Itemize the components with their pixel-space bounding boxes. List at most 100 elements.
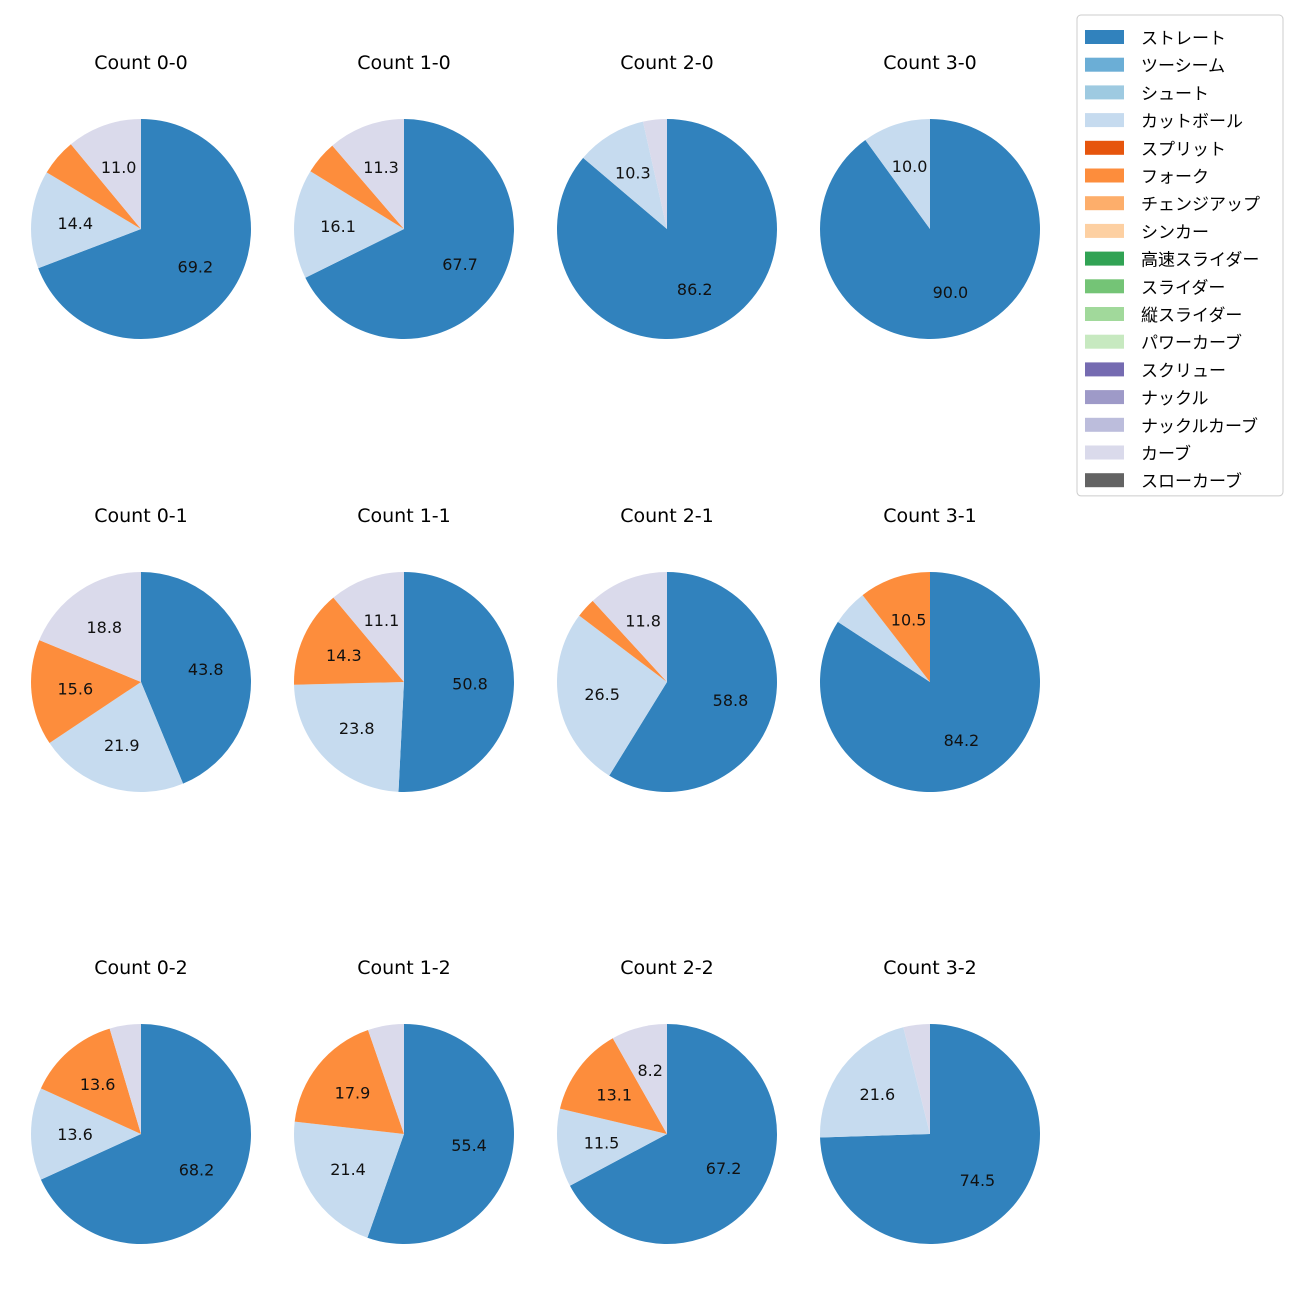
- legend-label: 高速スライダー: [1141, 251, 1259, 271]
- pie-title: Count 1-0: [357, 52, 451, 74]
- legend-swatch: [1085, 196, 1124, 211]
- pie-slice: [40, 1024, 252, 1244]
- slice-label: 86.2: [677, 280, 713, 299]
- slice-label: 21.6: [860, 1085, 896, 1104]
- pie-slice: [612, 1024, 667, 1134]
- pie-slice: [592, 572, 667, 682]
- pie-slice: [30, 640, 141, 744]
- pie-title: Count 3-0: [883, 52, 977, 74]
- slice-label: 21.9: [104, 736, 140, 755]
- slice-label: 13.6: [57, 1125, 93, 1144]
- legend-swatch: [1085, 30, 1124, 44]
- pie-slice: [609, 572, 777, 792]
- legend-swatch: [1085, 85, 1124, 100]
- legend-label: スローカーブ: [1141, 471, 1242, 492]
- legend-label: シンカー: [1141, 223, 1209, 243]
- legend-swatch: [1085, 362, 1124, 377]
- pie-slice: [865, 119, 930, 229]
- pie-slice: [643, 119, 667, 229]
- legend-box: [1076, 14, 1284, 497]
- legend-swatch: [1085, 140, 1124, 155]
- pie-count-2-0: Count 2-0 86.2 10.3: [557, 52, 777, 339]
- pie-count-3-2: Count 3-2 74.5 21.6: [820, 957, 1040, 1244]
- pie-slice: [820, 572, 1040, 792]
- pie-slice: [398, 571, 515, 793]
- legend-swatch: [1085, 390, 1124, 405]
- pie-slice: [39, 572, 141, 682]
- pie-title: Count 0-0: [94, 52, 188, 74]
- slice-label: 90.0: [933, 283, 969, 302]
- legend-label: カーブ: [1141, 444, 1191, 465]
- pie-slice: [49, 682, 184, 792]
- legend-label: ストレート: [1141, 29, 1226, 49]
- slice-label: 18.8: [86, 618, 122, 637]
- pie-title: Count 1-1: [357, 505, 451, 527]
- legend-swatch: [1085, 279, 1124, 294]
- slice-label: 11.1: [364, 611, 400, 630]
- legend-label: ツーシーム: [1141, 57, 1225, 77]
- legend-swatch: [1085, 334, 1124, 349]
- pie-slice: [31, 1088, 142, 1180]
- slice-label: 74.5: [960, 1171, 996, 1190]
- legend-label: カットボール: [1141, 112, 1243, 132]
- slice-label: 55.4: [451, 1136, 487, 1155]
- legend-label: 縦スライダー: [1141, 306, 1242, 326]
- slice-label: 10.0: [892, 157, 928, 176]
- slice-label: 13.6: [80, 1075, 116, 1094]
- pie-slice: [579, 600, 667, 682]
- legend-swatch: [1085, 223, 1124, 238]
- slice-label: 58.8: [713, 691, 749, 710]
- pie-slice: [583, 121, 667, 229]
- slice-label: 26.5: [584, 685, 620, 704]
- slice-label: 21.4: [330, 1160, 366, 1179]
- slice-label: 43.8: [188, 660, 224, 679]
- slice-label: 14.4: [57, 214, 93, 233]
- slice-label: 67.2: [706, 1159, 742, 1178]
- pie-slice: [293, 597, 404, 685]
- pie-count-1-2: Count 1-2 55.4 21.4 17.9: [294, 957, 514, 1244]
- slice-label: 15.6: [58, 680, 94, 699]
- pie-slice: [294, 1030, 404, 1134]
- legend-label: スライダー: [1141, 278, 1225, 298]
- pie-title: Count 2-1: [620, 505, 714, 527]
- pie-count-3-0: Count 3-0 90.0 10.0: [819, 52, 1040, 339]
- slice-label: 67.7: [442, 255, 478, 274]
- slice-label: 23.8: [339, 719, 375, 738]
- legend-swatch: [1085, 417, 1124, 432]
- pie-slice: [368, 1024, 404, 1134]
- pie-slice: [46, 144, 141, 229]
- legend-label: ナックルカーブ: [1141, 416, 1258, 437]
- pie-slice: [820, 1024, 1040, 1244]
- pie-count-1-1: Count 1-1 50.8 23.8 14.311.1: [293, 505, 515, 793]
- legend-swatch: [1085, 307, 1124, 321]
- pie-title: Count 0-2: [94, 957, 188, 979]
- pie-slice: [70, 119, 141, 229]
- legend-label: スプリット: [1141, 140, 1226, 160]
- pie-slice: [367, 1024, 514, 1244]
- pie-slice: [569, 1024, 777, 1245]
- pie-title: Count 2-0: [620, 52, 714, 74]
- pie-count-0-2: Count 0-2 68.2 13.6 13.6: [31, 957, 252, 1244]
- slice-label: 11.0: [101, 158, 137, 177]
- pie-title: Count 1-2: [357, 957, 451, 979]
- pie-title: Count 3-1: [883, 505, 977, 527]
- pie-count-0-0: Count 0-0 69.2 14.4 11.0: [30, 52, 252, 339]
- slice-label: 10.3: [615, 164, 651, 183]
- slice-label: 11.5: [584, 1133, 620, 1152]
- legend: ストレートツーシームシュートカットボールスプリットフォークチェンジアップシンカー…: [1076, 14, 1284, 497]
- pie-slice: [903, 1024, 930, 1134]
- slice-label: 11.8: [625, 611, 661, 630]
- slice-label: 11.3: [363, 158, 399, 177]
- pie-slice: [333, 572, 404, 682]
- pie-slice: [141, 572, 251, 784]
- pie-count-0-1: Count 0-1 43.8 21.9 15.6 18.8: [30, 505, 251, 792]
- pie-title: Count 2-2: [620, 957, 714, 979]
- legend-label: シュート: [1141, 84, 1209, 104]
- pie-slice: [310, 145, 404, 229]
- pie-slice: [862, 572, 930, 682]
- legend-swatch: [1085, 168, 1124, 183]
- pie-count-3-1: Count 3-1 84.2 10.5: [820, 505, 1040, 792]
- slice-label: 14.3: [326, 646, 362, 665]
- slice-label: 16.1: [320, 217, 356, 236]
